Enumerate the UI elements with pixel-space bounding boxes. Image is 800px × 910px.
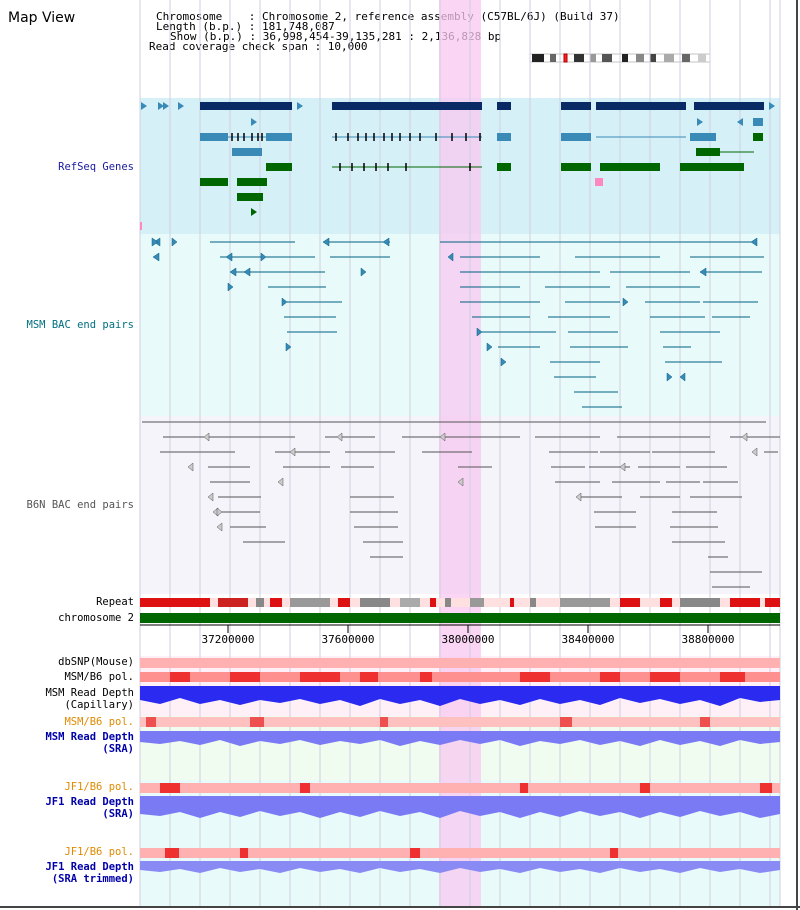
track-label-b6n-bac[interactable]: B6N BAC end pairs: [26, 499, 134, 511]
track-label-jf1-b6-pol[interactable]: JF1/B6 pol.: [64, 781, 134, 793]
jf1-b6-pol-bar: [140, 783, 780, 793]
frame-border-bottom: [0, 906, 800, 908]
ideogram-position-marker: [563, 53, 568, 63]
jf1-sra-depth: [140, 796, 780, 818]
track-label-chromosome: chromosome 2: [58, 612, 134, 624]
track-label-jf1-depth-sra[interactable]: JF1 Read Depth: [45, 796, 134, 808]
track-label-msm-b6-pol[interactable]: MSM/B6 pol.: [64, 671, 134, 683]
axis-tick-label: 38800000: [681, 633, 735, 646]
track-label-msm-depth-cap-sub: (Capillary): [64, 699, 134, 711]
jf1-b6-pol-bar-2: [140, 848, 780, 858]
axis-tick-label: 37200000: [201, 633, 255, 646]
repeat-track: [140, 598, 780, 607]
track-label-msm-depth-sra-sub: (SRA): [102, 743, 134, 755]
msm-bac-pairs: [151, 237, 764, 408]
track-label-dbsnp[interactable]: dbSNP(Mouse): [58, 656, 134, 668]
axis-tick-label: 38400000: [561, 633, 615, 646]
track-label-repeat[interactable]: Repeat: [96, 596, 134, 608]
chromosome-bar: [140, 613, 780, 623]
msm-capillary-depth: [140, 686, 780, 706]
highlight-region[interactable]: [439, 0, 481, 906]
track-label-msm-b6-pol-2[interactable]: MSM/B6 pol.: [64, 716, 134, 728]
track-label-jf1-depth-trim-sub: (SRA trimmed): [51, 873, 134, 885]
msm-sra-depth: [140, 731, 780, 746]
dbsnp-bar: [140, 658, 780, 668]
track-label-jf1-b6-pol-2[interactable]: JF1/B6 pol.: [64, 846, 134, 858]
refseq-genes: [140, 102, 775, 230]
axis-tick-label: 38000000: [441, 633, 495, 646]
track-label-jf1-depth-trim[interactable]: JF1 Read Depth: [45, 861, 134, 873]
page-title: Map View: [8, 10, 76, 26]
msm-b6-pol-bar: [140, 672, 780, 682]
coverage-info: Read coverage check span : 10,000: [149, 40, 368, 53]
msm-b6-pol-bar-2: [140, 717, 780, 727]
axis-tick-label: 37600000: [321, 633, 375, 646]
track-label-msm-bac[interactable]: MSM BAC end pairs: [26, 319, 134, 331]
track-label-msm-depth-cap[interactable]: MSM Read Depth: [45, 687, 134, 699]
frame-border-right: [796, 0, 798, 910]
length-info: Length (b.p.) : 181,748,087: [156, 20, 335, 33]
track-label-refseq[interactable]: RefSeq Genes: [58, 161, 134, 173]
jf1-trimmed-depth: [140, 861, 780, 873]
track-label-msm-depth-sra[interactable]: MSM Read Depth: [45, 731, 134, 743]
axis-ticks: [140, 624, 780, 633]
track-label-jf1-depth-sra-sub: (SRA): [102, 808, 134, 820]
b6n-bac-pairs: [142, 421, 780, 588]
